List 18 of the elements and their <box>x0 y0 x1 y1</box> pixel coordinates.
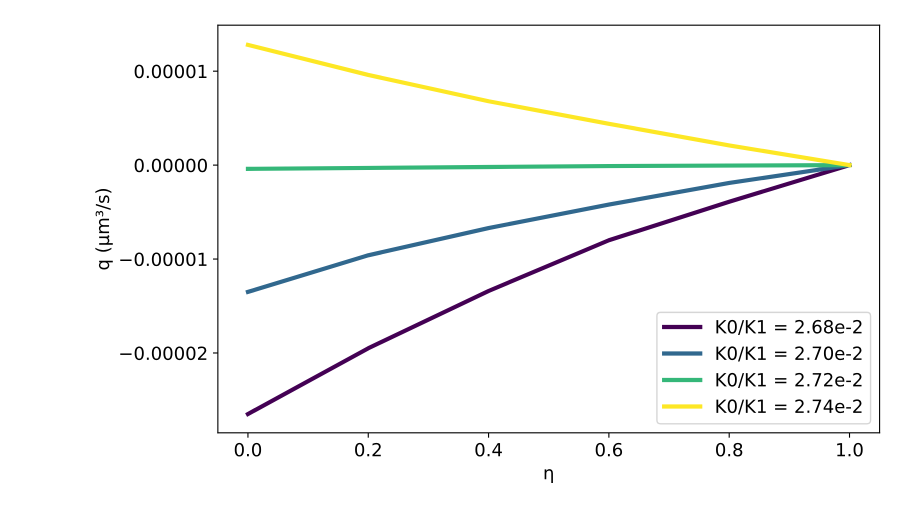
legend-label: K0/K1 = 2.72e-2 <box>716 372 862 388</box>
x-tick-label: 0.4 <box>475 442 502 457</box>
y-tick-label: 0.00001 <box>134 64 206 78</box>
x-tick-label: 1.0 <box>837 442 863 457</box>
y-axis-title: q (μm³/s) <box>95 188 113 270</box>
legend-label: K0/K1 = 2.68e-2 <box>716 320 862 335</box>
y-tick-label: −0.00001 <box>120 252 206 266</box>
legend-label: K0/K1 = 2.70e-2 <box>716 346 862 362</box>
x-tick-label: 0.2 <box>355 442 381 457</box>
legend-label: K0/K1 = 2.74e-2 <box>716 399 862 414</box>
x-tick-label: 0.0 <box>234 442 262 457</box>
x-axis-title: η <box>544 469 553 484</box>
y-tick-label: −0.00002 <box>120 346 206 360</box>
y-tick-label: 0.00000 <box>134 158 207 172</box>
line-series <box>246 163 852 294</box>
x-tick-label: 0.8 <box>716 442 742 457</box>
x-tick-label: 0.6 <box>596 442 622 457</box>
line-series <box>246 42 852 168</box>
